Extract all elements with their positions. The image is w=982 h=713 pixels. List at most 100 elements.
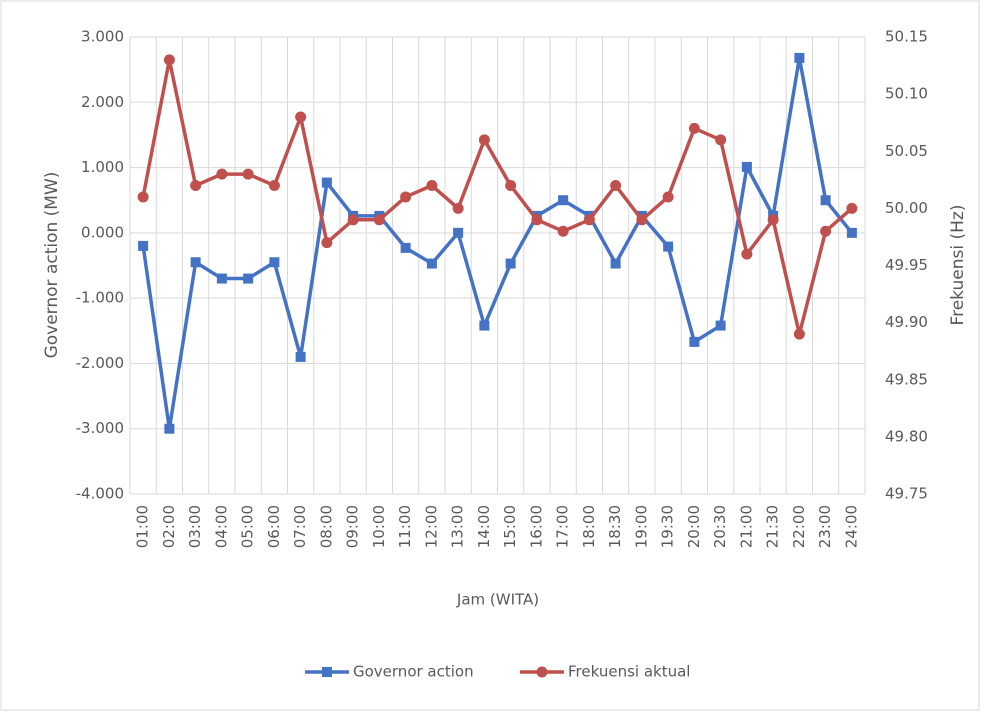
- data-point: [794, 52, 805, 63]
- y-tick-label: -3.000: [76, 419, 124, 437]
- data-point: [321, 177, 332, 188]
- x-tick-label: 15:00: [501, 505, 519, 548]
- y2-tick-label: 49.90: [885, 313, 928, 331]
- data-point: [663, 241, 674, 252]
- y2-tick-label: 50.05: [885, 142, 928, 160]
- data-point: [295, 351, 306, 362]
- data-point: [689, 336, 700, 347]
- data-point: [269, 257, 280, 268]
- x-tick-label: 19:30: [659, 505, 677, 548]
- legend-marker: [536, 666, 548, 678]
- data-point: [846, 227, 857, 238]
- x-tick-label: 18:30: [606, 505, 624, 548]
- data-point: [295, 111, 307, 123]
- data-point: [163, 54, 175, 66]
- data-point: [452, 202, 464, 214]
- legend-marker: [322, 667, 332, 677]
- data-point: [268, 180, 280, 192]
- data-point: [610, 258, 621, 269]
- x-tick-label: 04:00: [212, 505, 230, 548]
- x-tick-label: 22:00: [790, 505, 808, 548]
- x-tick-label: 24:00: [842, 505, 860, 548]
- data-point: [557, 225, 569, 237]
- data-point: [321, 237, 333, 249]
- y2-axis-title: Frekuensi (Hz): [948, 205, 968, 326]
- x-tick-label: 01:00: [134, 505, 152, 548]
- data-point: [820, 195, 831, 206]
- data-point: [715, 134, 727, 146]
- y-axis-title: Governor action (MW): [42, 172, 62, 359]
- y2-tick-label: 49.95: [885, 256, 928, 274]
- data-point: [190, 180, 202, 192]
- data-point: [242, 168, 254, 180]
- data-point: [767, 214, 779, 226]
- data-point: [373, 214, 385, 226]
- x-tick-label: 21:30: [764, 505, 782, 548]
- data-point: [453, 227, 464, 238]
- data-point: [715, 320, 726, 331]
- x-axis-title: Jam (WITA): [456, 591, 539, 609]
- data-point: [164, 423, 175, 434]
- data-point: [636, 214, 648, 226]
- y-tick-label: 2.000: [81, 93, 124, 111]
- data-point: [846, 202, 858, 214]
- series-line: [141, 58, 854, 336]
- series-line: [141, 56, 854, 431]
- data-point: [531, 214, 543, 226]
- x-tick-label: 21:00: [737, 505, 755, 548]
- data-point: [478, 134, 490, 146]
- x-tick-label: 11:00: [396, 505, 414, 548]
- x-tick-label: 08:00: [317, 505, 335, 548]
- data-point: [426, 258, 437, 269]
- x-tick-label: 16:00: [527, 505, 545, 548]
- y-tick-label: -2.000: [76, 354, 124, 372]
- data-point: [347, 214, 359, 226]
- data-point: [505, 258, 516, 269]
- x-tick-label: 17:00: [554, 505, 572, 548]
- y2-tick-label: 50.10: [885, 85, 928, 103]
- y2-tick-label: 49.80: [885, 427, 928, 445]
- data-point: [400, 242, 411, 253]
- data-point: [610, 180, 622, 192]
- data-point: [138, 240, 149, 251]
- x-tick-label: 02:00: [160, 505, 178, 548]
- x-tick-label: 18:00: [580, 505, 598, 548]
- data-point: [137, 191, 149, 203]
- data-point: [688, 122, 700, 134]
- x-tick-label: 19:00: [632, 505, 650, 548]
- data-point: [741, 248, 753, 260]
- x-tick-label: 13:00: [449, 505, 467, 548]
- x-tick-label: 20:00: [685, 505, 703, 548]
- legend-label: Frekuensi aktual: [568, 663, 690, 681]
- data-point: [190, 257, 201, 268]
- x-tick-label: 10:00: [370, 505, 388, 548]
- x-tick-label: 09:00: [344, 505, 362, 548]
- data-point: [400, 191, 412, 203]
- data-point: [505, 180, 517, 192]
- x-tick-label: 03:00: [186, 505, 204, 548]
- y-tick-label: 3.000: [81, 28, 124, 46]
- data-point: [216, 273, 227, 284]
- data-point: [662, 191, 674, 203]
- y-tick-label: -1.000: [76, 289, 124, 307]
- y2-tick-label: 49.85: [885, 370, 928, 388]
- x-tick-label: 23:00: [816, 505, 834, 548]
- x-tick-label: 07:00: [291, 505, 309, 548]
- x-tick-label: 12:00: [422, 505, 440, 548]
- x-tick-label: 06:00: [265, 505, 283, 548]
- data-point: [793, 328, 805, 340]
- x-tick-label: 20:30: [711, 505, 729, 548]
- y-tick-label: 0.000: [81, 223, 124, 241]
- data-point: [243, 273, 254, 284]
- x-tick-label: 14:00: [475, 505, 493, 548]
- data-point: [479, 320, 490, 331]
- data-point: [741, 161, 752, 172]
- x-tick-label: 05:00: [239, 505, 257, 548]
- legend-label: Governor action: [353, 663, 474, 681]
- y-tick-label: -4.000: [76, 485, 124, 503]
- y2-tick-label: 49.75: [885, 485, 928, 503]
- data-point: [583, 214, 595, 226]
- y2-tick-label: 50.00: [885, 199, 928, 217]
